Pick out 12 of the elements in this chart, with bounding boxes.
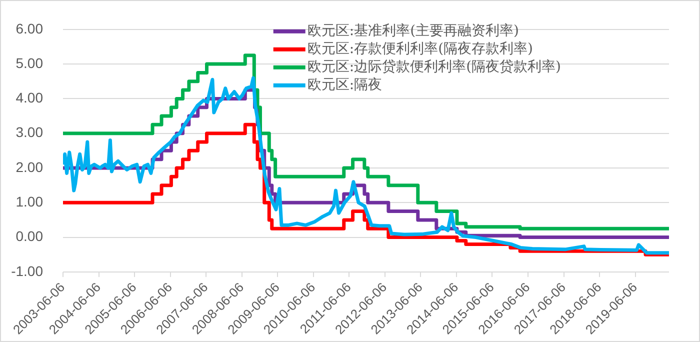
y-tick-label: 4.00 — [16, 90, 44, 106]
legend-label: 欧元区:基准利率(主要再融资利率) — [307, 23, 519, 40]
legend-label: 欧元区:存款便利利率(隔夜存款利率) — [307, 41, 533, 58]
y-tick-label: -1.00 — [11, 262, 44, 279]
y-tick-label: 0.00 — [16, 228, 44, 244]
legend-label: 欧元区:边际贷款便利利率(隔夜贷款利率) — [307, 59, 561, 76]
y-tick-label: 1.00 — [16, 194, 44, 210]
y-tick-label: 6.00 — [16, 20, 44, 36]
legend-label: 欧元区:隔夜 — [307, 77, 382, 94]
y-tick-label: 3.00 — [16, 124, 44, 140]
y-tick-label: 2.00 — [16, 158, 44, 175]
y-tick-label: 5.00 — [16, 54, 44, 71]
